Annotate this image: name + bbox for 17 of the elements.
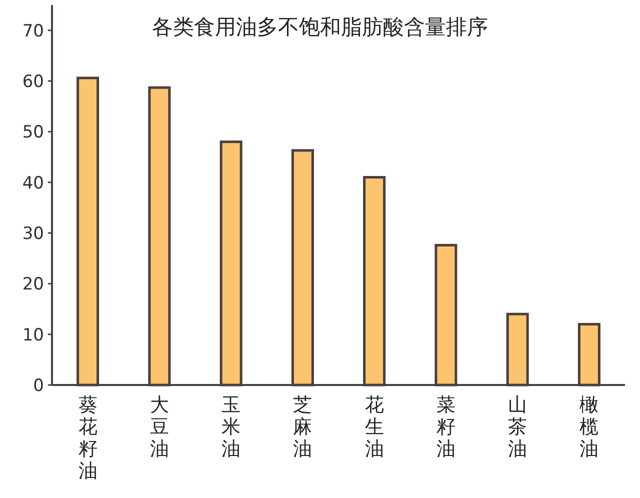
x-tick-label: 橄榄油 xyxy=(580,394,599,460)
x-tick-label: 菜籽油 xyxy=(436,394,456,460)
y-tick-label: 60 xyxy=(22,72,44,92)
x-tick-label: 山茶油 xyxy=(508,394,528,460)
text: 各类食用油多不饱和脂肪酸含量排序 xyxy=(152,15,488,39)
x-tick-label: 玉米油 xyxy=(222,394,241,460)
x-tick-label: 大豆油 xyxy=(150,394,169,460)
y-tick-label: 70 xyxy=(22,21,44,42)
x-tick-label: 芝麻油 xyxy=(293,394,312,460)
y-tick-label: 10 xyxy=(22,325,44,346)
y-tick-label: 40 xyxy=(22,173,44,194)
x-tick-label: 葵花籽油 xyxy=(78,394,98,482)
y-tick-label: 0 xyxy=(33,376,44,396)
x-tick-label: 花生油 xyxy=(364,394,384,460)
y-tick-label: 20 xyxy=(22,274,44,295)
y-tick-label: 30 xyxy=(22,224,44,244)
y-tick-label: 50 xyxy=(22,122,44,143)
